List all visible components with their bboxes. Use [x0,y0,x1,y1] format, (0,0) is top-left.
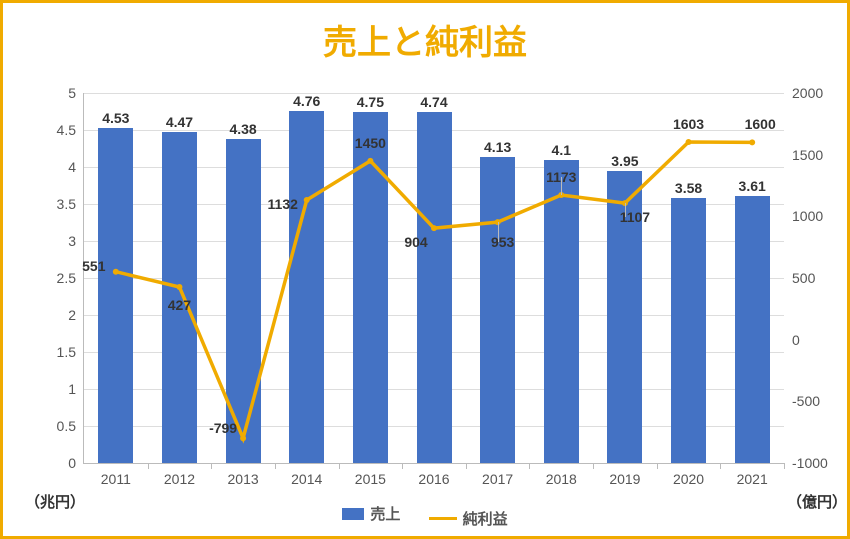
bar [671,198,706,463]
bar-label: 3.58 [675,180,702,196]
bar [289,111,324,463]
right-tick-label: 1000 [784,208,823,224]
left-tick-label: 1.5 [57,344,84,360]
right-tick-label: 500 [784,270,815,286]
line-label: 1600 [745,116,776,132]
legend-line: 純利益 [429,508,508,529]
right-tick-label: -500 [784,393,820,409]
x-tick-label: 2019 [609,471,640,487]
left-tick-label: 0.5 [57,418,84,434]
bar-label: 4.1 [552,142,571,158]
line-label: 904 [404,234,427,250]
left-tick-label: 0 [68,455,84,471]
line-label: 1450 [355,135,386,151]
left-tick-label: 3 [68,233,84,249]
right-tick-label: 1500 [784,147,823,163]
legend-bar: 売上 [342,503,400,524]
plot-area: 00.511.522.533.544.55-1000-5000500100015… [83,93,784,464]
bar [480,157,515,463]
bar [735,196,770,463]
legend-bar-label: 売上 [370,503,400,524]
bar [98,128,133,463]
bar-label: 3.95 [611,153,638,169]
line-label: -799 [209,420,237,436]
bar-label: 4.76 [293,93,320,109]
chart-title: 売上と純利益 [3,15,847,64]
bar [226,139,261,463]
x-tick-label: 2014 [291,471,322,487]
line-label: 427 [168,297,191,313]
line-label: 1132 [268,196,298,212]
bar [417,112,452,463]
bar-label: 4.74 [420,94,447,110]
left-tick-label: 2 [68,307,84,323]
x-tick-label: 2021 [737,471,768,487]
leader-line [625,203,626,217]
right-tick-label: 0 [784,332,800,348]
bar-label: 4.38 [229,121,256,137]
bar [544,160,579,463]
left-tick-label: 2.5 [57,270,84,286]
bar-label: 4.53 [102,110,129,126]
bar-label: 4.13 [484,139,511,155]
bar-label: 3.61 [739,178,766,194]
left-tick-label: 3.5 [57,196,84,212]
x-tick-label: 2020 [673,471,704,487]
x-tick-label: 2017 [482,471,513,487]
legend: 売上 純利益 [3,503,847,529]
x-tick-label: 2012 [164,471,195,487]
chart-frame: 売上と純利益 00.511.522.533.544.55-1000-500050… [0,0,850,539]
leader-line [498,222,499,242]
leader-line [561,177,562,195]
left-tick-label: 4.5 [57,122,84,138]
left-tick-label: 5 [68,85,84,101]
left-tick-label: 4 [68,159,84,175]
bar-label: 4.75 [357,94,384,110]
x-tick-label: 2018 [546,471,577,487]
bar [353,112,388,464]
x-tick-label: 2013 [228,471,259,487]
right-tick-label: 2000 [784,85,823,101]
x-tick-label: 2011 [101,471,131,487]
bar-label: 4.47 [166,114,193,130]
line-label: 1603 [673,116,704,132]
right-tick-label: -1000 [784,455,828,471]
left-tick-label: 1 [68,381,84,397]
line-label: 551 [82,258,105,274]
x-tick-label: 2015 [355,471,386,487]
legend-line-label: 純利益 [463,508,508,529]
x-tick-label: 2016 [418,471,449,487]
line-label: 953 [491,234,514,250]
